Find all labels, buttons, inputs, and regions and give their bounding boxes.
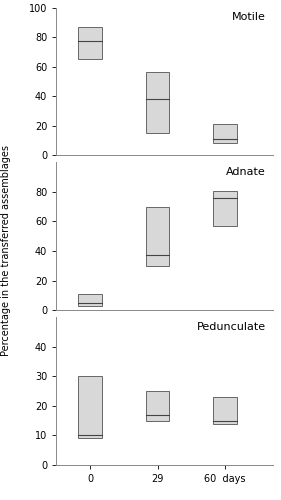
Text: Motile: Motile: [232, 12, 266, 22]
Bar: [146, 72, 169, 133]
Bar: [78, 26, 102, 59]
Bar: [78, 294, 102, 306]
Bar: [146, 206, 169, 266]
Bar: [213, 124, 237, 144]
Bar: [213, 190, 237, 226]
Text: Percentage in the transferred assemblages: Percentage in the transferred assemblage…: [1, 144, 11, 356]
Bar: [213, 397, 237, 423]
Text: Pedunculate: Pedunculate: [197, 322, 266, 332]
Bar: [78, 376, 102, 438]
Text: Adnate: Adnate: [226, 167, 266, 177]
Bar: [146, 391, 169, 420]
